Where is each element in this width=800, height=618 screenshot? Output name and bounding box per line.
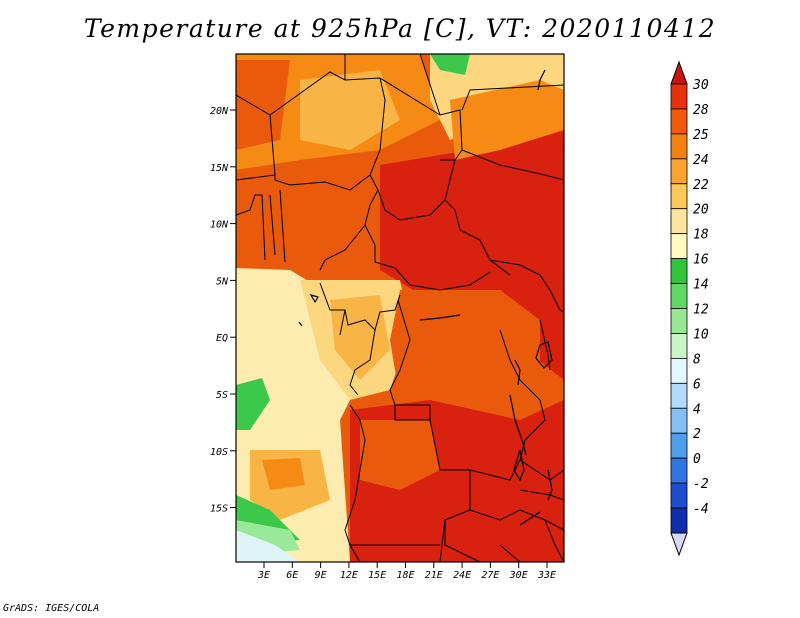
colorbar-label: 0: [693, 452, 701, 467]
colorbar-segment: [670, 308, 688, 334]
colorbar-segment: [670, 333, 688, 359]
colorbar-label: 24: [693, 153, 709, 168]
colorbar-label: -2: [693, 477, 709, 492]
field-green-atlantic: [236, 378, 270, 430]
field-mid-atlantic: [262, 458, 305, 490]
colorbar-segment: [670, 233, 688, 260]
colorbar-label: 18: [693, 228, 709, 243]
map-frame: [235, 53, 565, 563]
lat-tick-label: 5S: [216, 390, 228, 401]
lon-tick-label: 3E: [257, 570, 270, 581]
colorbar-label: 4: [693, 402, 701, 417]
colorbar-label: 25: [693, 128, 709, 143]
lon-tick-label: 21E: [425, 570, 443, 581]
field-warm-congo: [390, 290, 540, 420]
field-light-north: [300, 70, 400, 150]
colorbar-segment: [670, 357, 688, 384]
colorbar-segment: [670, 283, 688, 309]
lakes: [298, 69, 553, 526]
colorbar-label: 8: [693, 352, 701, 367]
map-title: Temperature at 925hPa [C], VT: 202011041…: [83, 14, 717, 43]
lon-tick-label: 12E: [340, 570, 358, 581]
colorbar-segment: [670, 507, 688, 534]
colorbar-segment: [670, 108, 688, 135]
colorbar-segment: [670, 432, 688, 459]
longitude-axis: 3E 6E 9E 12E 15E 18E 21E 24E 27E 30E 33E: [257, 562, 556, 581]
lon-tick-label: 33E: [537, 570, 556, 581]
colorbar-segment: [670, 183, 688, 210]
lat-tick-label: 10N: [210, 220, 229, 231]
colorbar-label: 12: [693, 303, 709, 318]
colorbar-label: 16: [693, 253, 709, 268]
colorbar-segment: [670, 457, 688, 484]
grads-credit: GrADS: IGES/COLA: [3, 603, 100, 614]
colorbar-label: 20: [693, 203, 709, 218]
colorbar-label: 28: [693, 103, 709, 118]
colorbar-label: 14: [693, 278, 709, 293]
lat-tick-label: EQ: [216, 333, 228, 344]
field-green-north: [430, 54, 470, 75]
field-warm-northwest: [236, 60, 290, 150]
field-mid-northeast: [450, 80, 564, 160]
colorbar-segment: [670, 208, 688, 235]
colorbar-segment: [670, 258, 688, 284]
field-paleblue-south: [236, 530, 300, 562]
colorbar-segment: [670, 407, 688, 434]
colorbar-label: 10: [693, 327, 709, 342]
colorbar-bottom-arrow: [670, 532, 688, 557]
lon-tick-label: 27E: [481, 570, 499, 581]
lon-tick-label: 30E: [509, 570, 528, 581]
latitude-axis: 20N 15N 10N 5N EQ 5S 10S 15S: [210, 106, 236, 515]
colorbar-label: 2: [693, 427, 701, 442]
lat-tick-label: 15N: [210, 163, 229, 174]
field-light-gabon: [330, 295, 390, 380]
colorbar-segment: [670, 158, 688, 185]
lon-tick-label: 18E: [396, 570, 414, 581]
colorbar-top-arrow: [670, 60, 688, 85]
lat-tick-label: 5N: [216, 276, 229, 287]
colorbar-segment: [670, 83, 688, 110]
country-borders: [236, 54, 564, 562]
colorbar-label: 22: [693, 178, 709, 193]
lon-tick-label: 15E: [368, 570, 386, 581]
colorbar-label: 30: [692, 78, 709, 93]
lon-tick-label: 6E: [286, 570, 298, 581]
colorbar-segment: [670, 482, 688, 509]
lat-tick-label: 20N: [210, 106, 229, 117]
colorbar-segment: [670, 133, 688, 160]
field-warm-angola: [360, 420, 440, 490]
lat-tick-label: 15S: [210, 504, 228, 515]
colorbar-label: 6: [693, 377, 701, 392]
lon-tick-label: 9E: [315, 570, 327, 581]
lat-tick-label: 10S: [210, 447, 228, 458]
colorbar-label: -4: [693, 502, 709, 517]
colorbar-segment: [670, 382, 688, 409]
lon-tick-label: 24E: [453, 570, 471, 581]
